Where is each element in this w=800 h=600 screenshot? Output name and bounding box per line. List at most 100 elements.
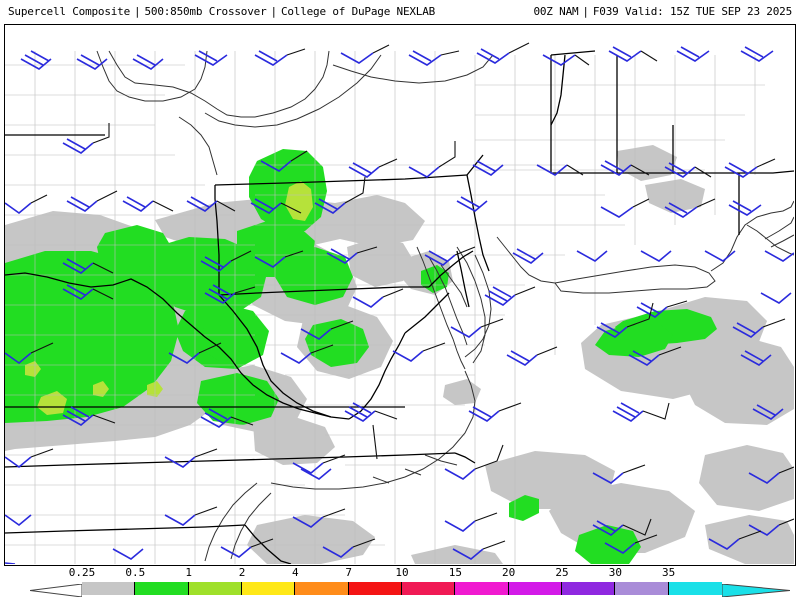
county-boundaries <box>5 51 765 564</box>
wind-barb <box>732 318 786 338</box>
wind-barb <box>322 538 376 558</box>
wind-barbs-layer <box>5 42 794 564</box>
wind-barb <box>204 284 256 304</box>
wind-barb <box>254 48 306 66</box>
colorbar-tick-label: 0.5 <box>125 566 146 579</box>
header-bar: Supercell Composite | 500:850mb Crossover |… <box>0 0 800 24</box>
wind-barb <box>168 342 222 364</box>
wind-barb <box>5 342 54 365</box>
colorbar-labels: 0.25 0.5 1 2 4 7 10 15 20 25 30 35 <box>0 566 800 581</box>
header-right-text: 00Z NAM | F039 Valid: 15Z TUE SEP 23 2025 <box>533 5 792 18</box>
colorbar-tick-label: 20 <box>502 566 516 579</box>
map-graphics <box>5 42 794 564</box>
wind-barb <box>452 540 506 560</box>
wind-barb <box>760 292 792 304</box>
wind-barb <box>314 176 366 214</box>
wind-barb <box>484 286 536 306</box>
wind-barb <box>592 518 652 536</box>
wind-barb <box>636 300 688 318</box>
colorbar-tick-label: 0.25 <box>68 566 96 579</box>
wind-barb <box>748 466 794 484</box>
wind-barb <box>628 346 682 366</box>
colorbar-extend-right <box>721 582 791 598</box>
colorbar-segment <box>348 582 402 595</box>
wind-barb <box>424 246 476 266</box>
colorbar-tick-label: 35 <box>662 566 676 579</box>
wind-barb <box>724 158 776 178</box>
wind-barb <box>542 54 590 66</box>
colorbar-tick-label: 7 <box>345 566 352 579</box>
wind-barb <box>592 464 646 484</box>
colorbar-segment <box>402 582 456 595</box>
wind-barb <box>408 50 460 66</box>
wind-barb <box>5 448 54 469</box>
wind-barb <box>186 196 236 212</box>
product-title: Supercell Composite <box>8 5 131 18</box>
colorbar-tick-label: 15 <box>448 566 462 579</box>
wind-barb <box>604 534 658 554</box>
colorbar-segment <box>188 582 242 595</box>
colorbar-tick-label: 10 <box>395 566 409 579</box>
wind-barb <box>506 346 558 366</box>
level-label: 500:850mb Crossover <box>144 5 267 18</box>
wind-barb <box>640 250 672 262</box>
model-run-label: 00Z NAM <box>533 5 579 18</box>
colorbar: 0.25 0.5 1 2 4 7 10 15 20 25 30 35 <box>0 566 800 600</box>
wind-barb <box>112 548 144 560</box>
wind-barb <box>536 164 584 176</box>
wind-barb <box>450 318 504 338</box>
wind-barb <box>122 196 174 212</box>
wind-barb <box>612 402 670 422</box>
wind-barb <box>5 514 32 527</box>
wind-barb <box>164 506 218 526</box>
wind-barb <box>468 402 522 422</box>
wind-barb <box>476 42 530 64</box>
colorbar-segment <box>508 582 562 595</box>
wind-barb <box>5 562 16 564</box>
wind-barb <box>76 54 108 70</box>
wind-barb <box>300 320 354 340</box>
forecast-hour-label: F039 <box>592 5 619 18</box>
wind-barb <box>728 200 762 216</box>
wind-barb <box>456 196 488 212</box>
colorbar-segment <box>295 582 349 595</box>
wind-barb <box>472 160 504 176</box>
source-label: College of DuPage NEXLAB <box>280 5 436 18</box>
wind-barb <box>62 284 114 300</box>
colorbar-segment <box>562 582 616 595</box>
colorbar-segment <box>82 582 136 595</box>
header-left-text: Supercell Composite | 500:850mb Crossover |… <box>8 5 435 18</box>
wind-barb <box>608 46 658 62</box>
map-canvas[interactable] <box>4 24 796 566</box>
colorbar-tick-label: 25 <box>555 566 569 579</box>
header-separator-2: | <box>270 5 278 18</box>
wind-barb <box>132 54 164 70</box>
wind-barb <box>300 424 378 480</box>
colorbar-tick-label: 4 <box>292 566 299 579</box>
wind-barb <box>764 250 794 262</box>
wind-barb <box>260 150 308 172</box>
shaded-region-green <box>5 149 717 564</box>
wind-barb <box>392 342 446 362</box>
wind-barb <box>348 158 398 178</box>
wind-barb <box>200 250 252 272</box>
wind-barb <box>292 454 346 474</box>
wind-barb <box>512 248 544 264</box>
wind-barb <box>326 246 378 264</box>
wind-barb <box>292 508 346 528</box>
wind-barb <box>200 408 254 428</box>
wind-barb <box>444 444 504 480</box>
wind-barb <box>600 160 650 176</box>
colorbar-extend-left <box>29 582 83 598</box>
wind-barb <box>344 402 398 422</box>
wind-barb <box>664 198 716 218</box>
wind-barb <box>748 518 794 536</box>
wind-barb <box>280 344 334 364</box>
wind-barb <box>704 250 736 262</box>
wind-barb <box>600 198 650 218</box>
wind-barb <box>408 141 456 178</box>
wind-barb <box>5 194 48 215</box>
wind-barb <box>576 250 608 262</box>
colorbar-tick-label: 1 <box>185 566 192 579</box>
coastlines <box>96 50 794 562</box>
